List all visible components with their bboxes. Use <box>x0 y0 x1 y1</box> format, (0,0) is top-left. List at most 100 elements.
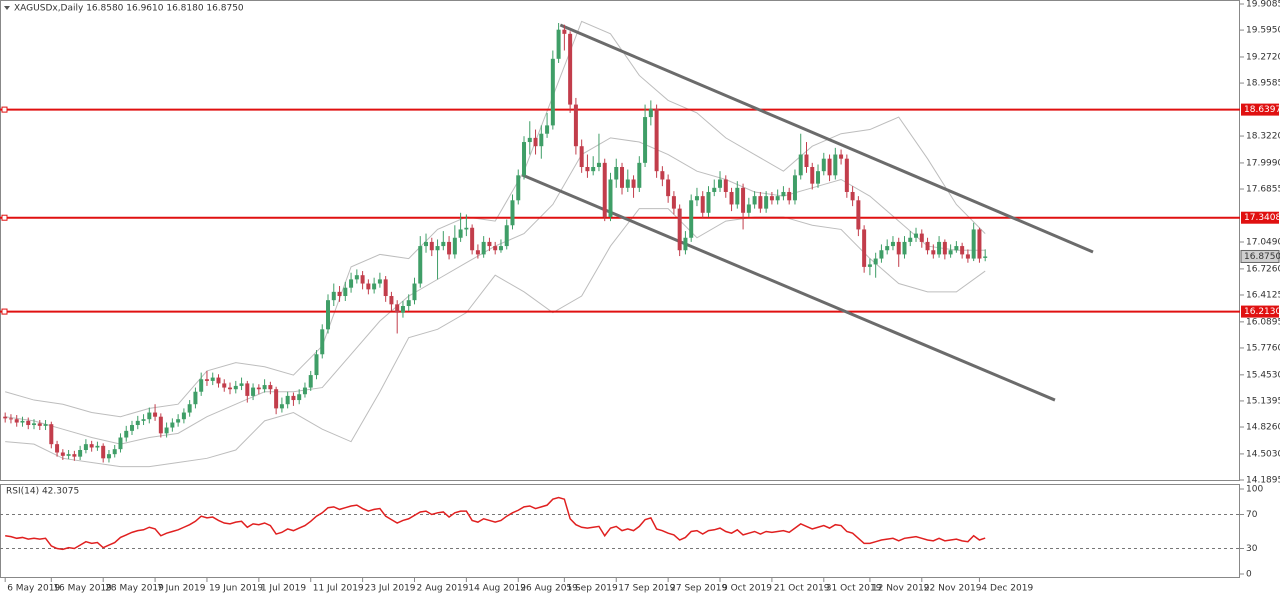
candle-body <box>752 196 757 205</box>
candle-body <box>602 162 607 217</box>
y-tick-label: 16.0895 <box>1246 317 1280 327</box>
candle-body <box>827 158 832 176</box>
candle-body <box>412 283 417 301</box>
candle-body <box>343 287 348 297</box>
candle-body <box>942 241 947 255</box>
y-tick-label: 14.1895 <box>1246 476 1280 486</box>
candle-body <box>596 162 601 168</box>
candle-body <box>447 241 452 255</box>
candle-body <box>867 264 872 267</box>
level-marker <box>1 106 8 113</box>
candle-body <box>222 383 227 388</box>
candle-body <box>60 452 65 456</box>
y-tick-label: 14.5030 <box>1246 449 1280 459</box>
rsi-tick-label: 70 <box>1246 510 1258 520</box>
candle-body <box>112 449 117 455</box>
candle-body <box>516 175 521 201</box>
candle-body <box>533 137 538 147</box>
x-tick-label: 1 Jul 2019 <box>261 584 306 594</box>
candle-body <box>493 246 498 251</box>
y-tick-label: 18.9585 <box>1246 79 1280 89</box>
candle-body <box>550 58 555 126</box>
candle-body <box>810 167 815 184</box>
band-upper <box>5 20 986 418</box>
rsi-line <box>5 496 986 551</box>
candle-body <box>804 154 809 168</box>
candle-body <box>677 208 682 251</box>
candle-body <box>545 125 550 134</box>
candle-body <box>631 179 636 188</box>
candle-body <box>908 237 913 242</box>
candle-body <box>176 419 181 423</box>
candle-body <box>608 179 613 217</box>
candle-body <box>960 246 965 255</box>
candle-body <box>135 420 140 426</box>
y-tick-label: 18.3220 <box>1246 132 1280 142</box>
candle-body <box>199 379 204 392</box>
y-tick-label: 19.5950 <box>1246 26 1280 36</box>
candle-body <box>372 283 377 290</box>
candle-body <box>308 375 313 388</box>
candle-body <box>781 191 786 197</box>
candle-body <box>233 385 238 390</box>
candle-body <box>291 395 296 401</box>
candle-body <box>118 437 123 450</box>
candle-body <box>285 395 290 405</box>
candle-body <box>556 29 561 59</box>
candle-body <box>383 279 388 297</box>
candle-body <box>579 146 584 168</box>
candle-body <box>850 191 855 201</box>
candle-body <box>66 454 71 456</box>
y-tick-label: 17.0490 <box>1246 238 1280 248</box>
candle-body <box>718 179 723 188</box>
y-tick-label: 15.4530 <box>1246 370 1280 380</box>
candle-body <box>8 418 13 420</box>
chart-title: XAGUSDx,Daily 16.8580 16.9610 16.8180 16… <box>14 4 244 14</box>
rsi-tick-label: 100 <box>1246 485 1263 495</box>
candle-body <box>406 300 411 307</box>
candle-body <box>130 425 135 431</box>
x-tick-label: 16 May 2019 <box>53 584 112 594</box>
candle-body <box>78 449 83 457</box>
candle-body <box>164 427 169 434</box>
x-tick-label: 4 Dec 2019 <box>981 584 1033 594</box>
candle-body <box>83 444 88 450</box>
y-tick-label: 15.7760 <box>1246 343 1280 353</box>
candle-body <box>481 241 486 255</box>
level-label-box <box>1241 305 1279 318</box>
candle-body <box>147 412 152 420</box>
candle-body <box>890 241 895 247</box>
candle-body <box>124 430 129 438</box>
rsi-title: RSI(14) 42.3075 <box>6 487 79 497</box>
candle-body <box>885 246 890 251</box>
level-label-box <box>1241 211 1279 224</box>
level-label-box <box>1241 103 1279 116</box>
candle-body <box>689 200 694 238</box>
candle-body <box>377 279 382 284</box>
candle-body <box>568 33 573 105</box>
candle-body <box>170 422 175 428</box>
candle-body <box>279 404 284 409</box>
candle-body <box>204 379 209 381</box>
candle-body <box>862 229 867 267</box>
band-lower <box>5 208 986 468</box>
candle-body <box>764 196 769 209</box>
candle-body <box>452 237 457 255</box>
trend-line <box>559 23 1094 254</box>
candle-body <box>320 329 325 355</box>
candle-body <box>654 108 659 172</box>
candle-body <box>787 191 792 201</box>
candle-body <box>153 412 158 417</box>
candle-body <box>971 229 976 259</box>
y-tick-label: 19.9085 <box>1246 0 1280 10</box>
x-tick-label: 26 Aug 2019 <box>520 584 578 594</box>
candle-body <box>14 419 19 423</box>
menu-triangle <box>4 6 10 10</box>
candle-body <box>798 154 803 176</box>
candle-body <box>37 423 42 426</box>
rsi-tick-label: 30 <box>1246 544 1258 554</box>
candle-body <box>349 279 354 288</box>
candle-body <box>769 196 774 201</box>
candle-body <box>585 167 590 172</box>
